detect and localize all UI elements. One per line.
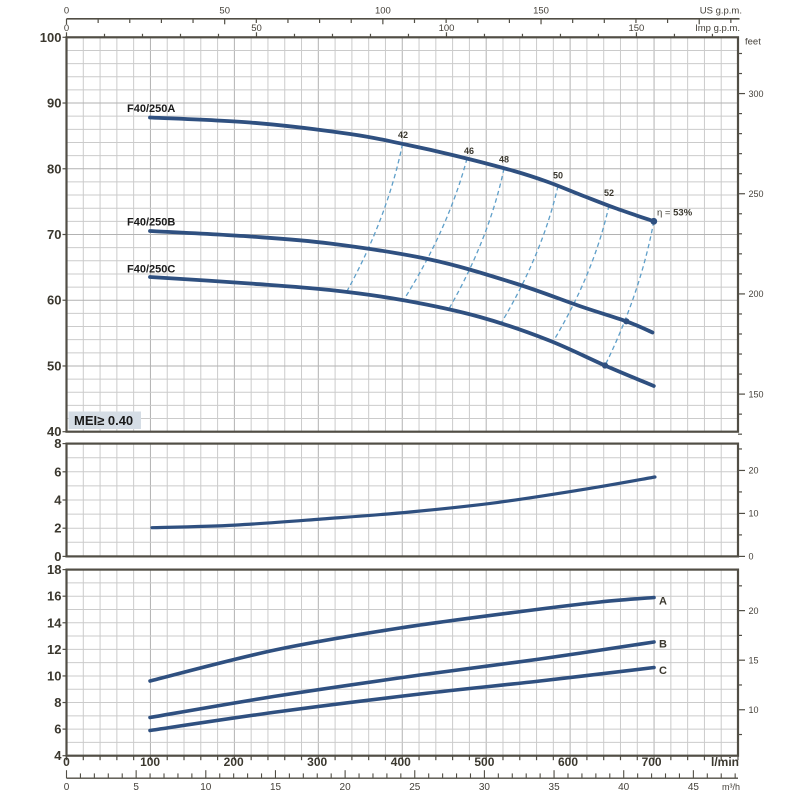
svg-text:20: 20 [749,606,759,616]
svg-text:C: C [659,665,667,677]
svg-text:300: 300 [749,89,764,99]
svg-text:15: 15 [270,782,282,793]
svg-text:48: 48 [499,155,509,165]
svg-text:B: B [659,639,667,651]
svg-text:20: 20 [340,782,352,793]
svg-text:10: 10 [749,705,759,715]
svg-text:4: 4 [54,748,62,763]
svg-text:30: 30 [479,782,491,793]
svg-text:46: 46 [464,146,474,156]
svg-text:50: 50 [553,171,563,181]
svg-text:m³/h: m³/h [722,782,740,792]
svg-text:2: 2 [54,521,61,536]
svg-text:18: 18 [47,562,61,577]
svg-text:feet: feet [745,37,761,48]
svg-text:0: 0 [64,782,70,793]
svg-text:10: 10 [749,509,759,519]
svg-text:8: 8 [54,436,61,451]
svg-text:100: 100 [439,23,455,34]
svg-text:200: 200 [749,289,764,299]
svg-text:250: 250 [749,189,764,199]
svg-text:10: 10 [47,668,61,683]
svg-text:l/min: l/min [711,755,739,769]
svg-text:150: 150 [533,6,549,17]
svg-text:50: 50 [251,23,262,34]
svg-text:45: 45 [688,782,700,793]
svg-text:5: 5 [133,782,139,793]
svg-text:0: 0 [64,23,69,34]
svg-text:0: 0 [749,552,754,562]
svg-text:70: 70 [47,227,61,242]
svg-text:MEI≥ 0.40: MEI≥ 0.40 [74,413,133,428]
svg-text:20: 20 [749,466,759,476]
svg-text:52: 52 [604,188,614,198]
svg-text:A: A [659,596,667,608]
svg-text:15: 15 [749,655,759,665]
svg-text:35: 35 [549,782,561,793]
svg-text:4: 4 [54,493,62,508]
svg-text:300: 300 [307,755,327,769]
svg-text:10: 10 [200,782,212,793]
svg-text:14: 14 [47,615,62,630]
svg-text:0: 0 [63,755,70,769]
svg-text:100: 100 [375,6,391,17]
svg-text:F40/250C: F40/250C [127,264,175,276]
svg-text:0: 0 [64,6,69,17]
svg-text:500: 500 [474,755,494,769]
svg-text:100: 100 [140,755,160,769]
svg-text:US g.p.m.: US g.p.m. [700,6,742,17]
svg-text:100: 100 [40,30,62,45]
svg-text:700: 700 [642,755,662,769]
svg-text:150: 150 [628,23,644,34]
svg-text:6: 6 [54,464,61,479]
svg-text:40: 40 [618,782,630,793]
svg-text:90: 90 [47,96,61,111]
svg-text:50: 50 [47,358,61,373]
svg-text:0: 0 [54,549,61,564]
svg-text:12: 12 [47,642,61,657]
svg-text:8: 8 [54,695,61,710]
svg-text:Imp g.p.m.: Imp g.p.m. [695,23,740,34]
svg-text:40: 40 [47,424,61,439]
svg-text:6: 6 [54,722,61,737]
svg-text:200: 200 [224,755,244,769]
svg-text:600: 600 [558,755,578,769]
svg-text:F40/250B: F40/250B [127,217,175,229]
svg-text:16: 16 [47,589,61,604]
svg-text:60: 60 [47,293,61,308]
svg-text:150: 150 [749,389,764,399]
svg-text:50: 50 [219,6,230,17]
svg-text:400: 400 [391,755,411,769]
svg-text:25: 25 [409,782,421,793]
svg-text:η = 53%: η = 53% [657,208,693,219]
svg-text:80: 80 [47,161,61,176]
svg-text:F40/250A: F40/250A [127,103,175,115]
svg-text:42: 42 [398,130,408,140]
